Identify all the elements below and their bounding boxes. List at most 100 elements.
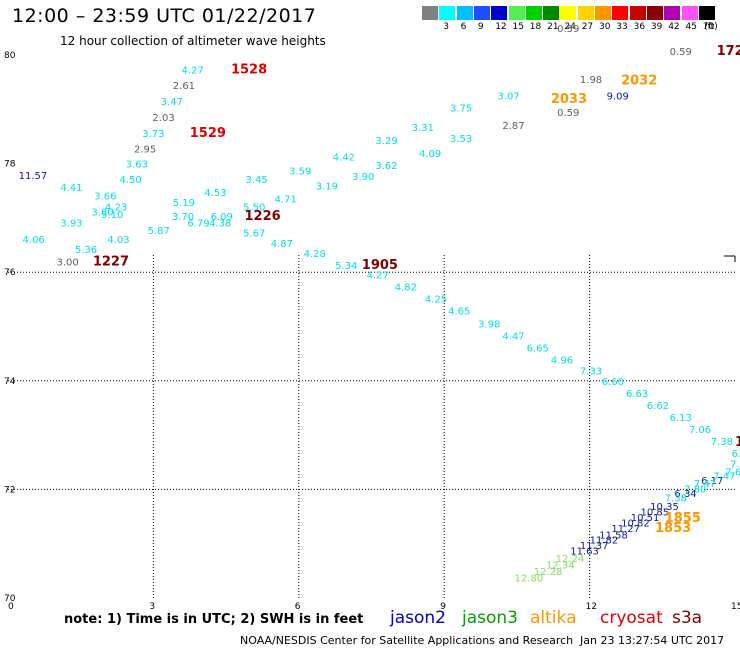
wave-height-label: 4.65 xyxy=(448,307,470,318)
x-tick-label: 9 xyxy=(440,602,446,612)
wave-height-label: 6.65 xyxy=(527,343,549,354)
pass-time-label: 1905 xyxy=(362,258,398,273)
wave-height-label: 0.59 xyxy=(670,47,692,58)
wave-height-label: 12.24 xyxy=(556,554,585,565)
wave-height-label: 6.60 xyxy=(602,377,624,388)
legend-swatch xyxy=(698,6,715,20)
wave-height-label: 5.67 xyxy=(243,228,265,239)
pass-time-label: 1853 xyxy=(655,521,691,536)
wave-height-label: 3.98 xyxy=(478,320,500,331)
wave-height-label: 6.63 xyxy=(626,389,648,400)
wave-height-label: 4.27 xyxy=(182,65,204,76)
x-tick-label: 3 xyxy=(149,602,155,612)
legend-swatch xyxy=(595,6,611,20)
wave-height-label: 7.38 xyxy=(711,437,733,448)
legend-swatch xyxy=(664,6,681,20)
wave-height-label: 3.29 xyxy=(375,136,397,147)
legend-swatch xyxy=(681,6,698,20)
legend-swatch xyxy=(646,6,663,20)
wave-height-label: 5.87 xyxy=(148,226,170,237)
wave-height-label: 9.09 xyxy=(607,92,629,103)
x-tick-label: 6 xyxy=(295,602,301,612)
wave-height-label: 10.85 xyxy=(640,507,669,518)
legend-label: 70 xyxy=(702,22,715,32)
wave-height-label: 3.73 xyxy=(142,129,164,140)
wave-height-label: 3.19 xyxy=(316,182,338,193)
wave-height-label: 4.82 xyxy=(395,283,417,294)
wave-height-label: 4.06 xyxy=(23,235,45,246)
legend-unit: (ft) xyxy=(704,22,718,32)
wave-height-label: 11.63 xyxy=(570,547,599,558)
wave-height-label: 3.53 xyxy=(450,134,472,145)
wave-height-label: 4.03 xyxy=(107,235,129,246)
wave-height-label: 4.28 xyxy=(304,249,326,260)
legend-label: 36 xyxy=(633,22,646,32)
wave-height-label: 12.80 xyxy=(514,574,543,585)
wave-height-label: 11.82 xyxy=(590,536,619,547)
wave-height-label: 3.75 xyxy=(450,103,472,114)
legend-label: 39 xyxy=(650,22,663,32)
wave-height-label: 5.10 xyxy=(101,210,123,221)
legend-swatch xyxy=(525,6,542,20)
pass-time-label: 1226 xyxy=(245,209,281,224)
legend-label: 12 xyxy=(495,22,507,32)
satellite-s3a: s3a xyxy=(672,608,703,628)
satellite-cryosat: cryosat xyxy=(600,608,663,628)
lat-lon-grid xyxy=(8,255,736,598)
wave-height-label: 6.17 xyxy=(701,476,723,487)
wave-height-label: 3.63 xyxy=(126,159,148,170)
wave-height-label: 4.42 xyxy=(333,152,355,163)
wave-height-label: 3.00 xyxy=(56,258,78,269)
legend-label: 30 xyxy=(599,22,611,32)
legend-swatch xyxy=(491,6,508,20)
wave-height-label: 2.87 xyxy=(502,121,524,132)
wave-height-label: 3.62 xyxy=(375,161,397,172)
wave-height-label: 4.25 xyxy=(425,295,447,306)
y-tick-label: 80 xyxy=(4,51,16,61)
wave-height-label: 3.45 xyxy=(245,175,267,186)
x-tick-label: 15 xyxy=(731,602,740,612)
wave-height-label: 6.13 xyxy=(670,413,692,424)
wave-height-label: 4.96 xyxy=(551,355,573,366)
wave-height-label: 5.34 xyxy=(335,261,357,272)
wave-height-label: 4.71 xyxy=(275,195,297,206)
pass-time-label: 1725 xyxy=(717,44,740,59)
legend-swatch xyxy=(560,6,577,20)
satellite-jason2: jason2 xyxy=(390,608,446,628)
legend-label: 3 xyxy=(443,22,450,32)
x-tick-label: 0 xyxy=(8,602,14,612)
legend-swatch xyxy=(508,6,525,20)
pass-time-label: 1528 xyxy=(231,62,267,77)
pass-time-label: 1529 xyxy=(190,126,226,141)
wave-height-label: 4.41 xyxy=(60,183,82,194)
legend-label: 33 xyxy=(616,22,628,32)
wave-height-label: 2.03 xyxy=(152,113,174,124)
wave-height-label: 3.59 xyxy=(289,166,311,177)
wave-height-label: 6.62 xyxy=(732,449,740,460)
legend-label: 45 xyxy=(685,22,697,32)
pass-time-label: 1227 xyxy=(93,255,129,270)
credit-line: NOAA/NESDIS Center for Satellite Applica… xyxy=(240,634,574,647)
legend-swatch xyxy=(439,6,456,20)
map-subtitle: 12 hour collection of altimeter wave hei… xyxy=(60,34,326,48)
y-tick-label: 76 xyxy=(4,268,16,278)
wave-height-label: 0.59 xyxy=(557,108,579,119)
legend-swatch xyxy=(473,6,490,20)
wave-height-label: 3.07 xyxy=(498,92,520,103)
altimeter-tracks: 4.27 2.61 3.47 2.03 3.73 2.95 3.63 4.50 11.57 4.4… xyxy=(19,24,740,585)
y-tick-label: 74 xyxy=(4,377,16,387)
legend-label: 27 xyxy=(581,22,594,32)
legend-label: 18 xyxy=(529,22,542,32)
legend-label: 9 xyxy=(477,22,484,32)
x-tick-label: 12 xyxy=(586,602,597,612)
legend-swatch xyxy=(629,6,646,20)
wave-height-label: 7.47 xyxy=(713,472,735,483)
legend-label: 21 xyxy=(547,22,559,32)
generated-timestamp: Jan 23 13:27:54 UTC 2017 xyxy=(580,634,725,647)
wave-height-label: 6.62 xyxy=(647,401,669,412)
pass-time-label: 2033 xyxy=(551,92,587,107)
axis-labels: 0 3 6 9 12 15 80 78 76 74 72 70 xyxy=(4,51,740,612)
wave-height-label: 4.50 xyxy=(119,175,141,186)
wave-height-label: 6.34 xyxy=(674,489,696,500)
y-tick-label: 72 xyxy=(4,485,15,495)
